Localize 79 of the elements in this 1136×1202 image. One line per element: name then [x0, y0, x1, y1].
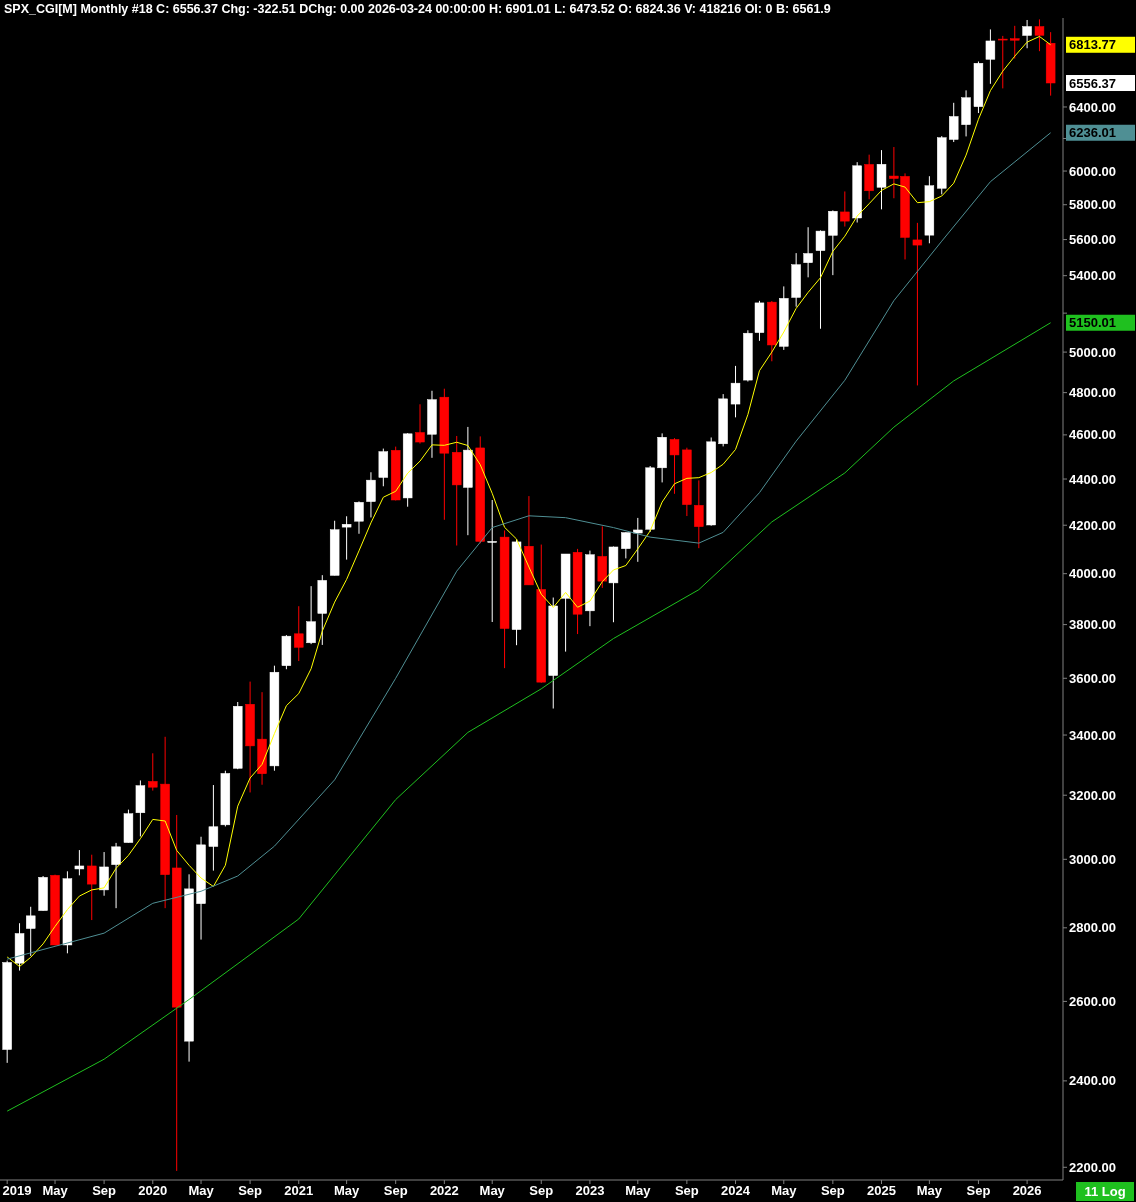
- candlestick: [998, 35, 1008, 89]
- data-label: 6813.77: [1069, 37, 1116, 53]
- y-tick-label: 2400.00: [1069, 1073, 1116, 1089]
- y-tick-label: 4600.00: [1069, 427, 1116, 443]
- candlestick: [366, 471, 376, 518]
- x-tick-label: Sep: [383, 1183, 408, 1198]
- x-tick-label: 2026: [1012, 1183, 1042, 1198]
- x-tick-label: May: [333, 1183, 361, 1198]
- y-tick-label: 4800.00: [1069, 385, 1116, 401]
- x-tick-label: Sep: [674, 1183, 699, 1198]
- candlestick: [621, 531, 631, 559]
- y-tick-label: 5000.00: [1069, 344, 1116, 360]
- candlestick: [1010, 25, 1020, 60]
- candlestick: [633, 517, 643, 563]
- candlestick: [487, 499, 497, 623]
- candlestick: [1034, 18, 1045, 52]
- candlestick: [354, 500, 364, 535]
- candlestick: [803, 226, 813, 278]
- x-tick-label: May: [42, 1183, 69, 1198]
- x-tick-label: Sep: [92, 1183, 117, 1198]
- x-tick-label: 2020: [138, 1183, 168, 1198]
- data-label: 6236.01: [1069, 125, 1116, 141]
- text: 11 Log: [1084, 1184, 1126, 1199]
- x-tick-label: May: [625, 1183, 652, 1198]
- candlestick: [148, 752, 158, 792]
- y-tick-label: 2200.00: [1069, 1159, 1116, 1175]
- candlestick: [99, 851, 109, 897]
- y-tick-label: 3800.00: [1069, 617, 1116, 633]
- candlestick: [294, 605, 304, 662]
- x-tick-label: Sep: [820, 1183, 845, 1198]
- candlestick: [669, 437, 680, 495]
- candlestick: [730, 365, 741, 418]
- candlestick: [949, 102, 959, 143]
- candlestick: [306, 585, 316, 645]
- data-label: 5150.01: [1069, 315, 1116, 331]
- y-tick-label: 5600.00: [1069, 232, 1116, 248]
- x-tick-label: May: [188, 1183, 215, 1198]
- x-tick-label: 2019: [2, 1183, 32, 1198]
- y-tick-label: 3200.00: [1069, 787, 1116, 803]
- candlestick: [74, 849, 85, 876]
- candlestick: [985, 28, 996, 85]
- x-tick-label: May: [916, 1183, 943, 1198]
- candlestick: [1022, 19, 1032, 49]
- candlestick: [694, 479, 704, 549]
- x-tick-label: 2024: [721, 1183, 751, 1198]
- candlestick: [415, 403, 425, 445]
- line-series: [6, 322, 1052, 1112]
- y-tick-label: 5400.00: [1069, 268, 1116, 284]
- candlestick: [912, 222, 923, 386]
- x-tick-label: 2023: [575, 1183, 605, 1198]
- text: 6556.37: [1069, 75, 1116, 91]
- candlestick: [341, 515, 352, 561]
- x-tick-label: 2022: [429, 1183, 459, 1198]
- y-tick-label: 2800.00: [1069, 920, 1116, 936]
- y-tick-label: 6000.00: [1069, 163, 1116, 179]
- x-tick-label: 2025: [867, 1183, 896, 1198]
- chart-title: SPX_CGI[M] Monthly #18 C: 6556.37 Chg: -322.51 DChg: 0.00 2026-03-24 00:00:00 H: 6901.01 L: 6473.52 O: 6824.36 V: 418216 OI: 0 B: 6561.9: [4, 2, 831, 16]
- y-tick-label: 5800.00: [1069, 197, 1116, 213]
- x-tick-label: Sep: [529, 1183, 554, 1198]
- y-tick-label: 3600.00: [1069, 670, 1116, 686]
- y-tick-label: 4000.00: [1069, 566, 1116, 582]
- candlestick: [208, 784, 219, 872]
- y-tick-label: 4200.00: [1069, 517, 1116, 533]
- x-tick-label: 2021: [284, 1183, 314, 1198]
- candlestick: [815, 229, 826, 330]
- x-tick-label: Sep: [966, 1183, 991, 1198]
- y-tick-label: 2600.00: [1069, 993, 1116, 1009]
- candlestick: [111, 842, 121, 909]
- candlestick: [840, 190, 850, 228]
- x-tick-label: Sep: [238, 1183, 263, 1198]
- candlestick: [26, 906, 36, 957]
- candlestick: [87, 854, 97, 921]
- y-tick-label: 4400.00: [1069, 471, 1116, 487]
- y-tick-label: 3400.00: [1069, 727, 1116, 743]
- x-tick-label: May: [771, 1183, 798, 1198]
- y-tick-label: 3000.00: [1069, 851, 1116, 867]
- x-tick-label: May: [479, 1183, 506, 1198]
- y-tick-label: 6400.00: [1069, 99, 1116, 115]
- candlestick: [876, 149, 887, 210]
